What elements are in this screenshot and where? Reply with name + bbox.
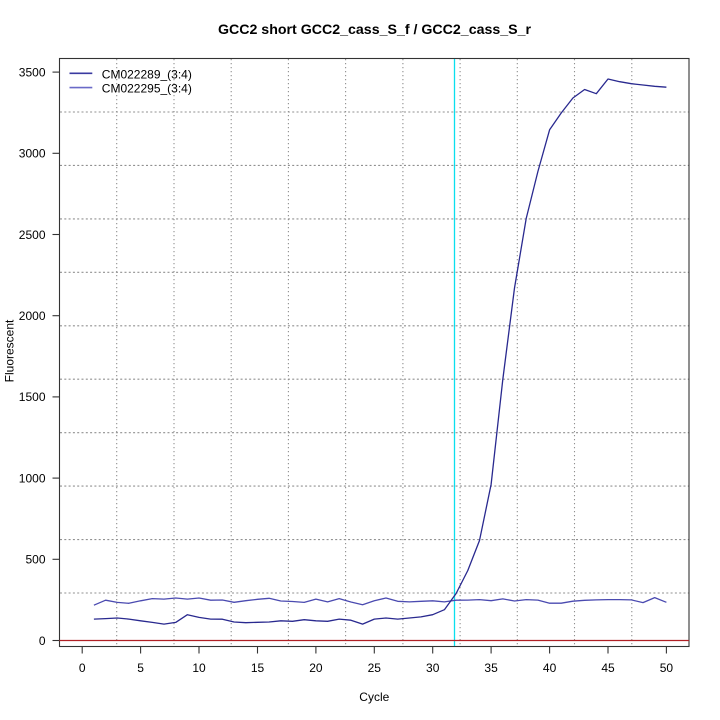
svg-text:0: 0 bbox=[79, 661, 86, 675]
svg-text:40: 40 bbox=[543, 661, 557, 675]
svg-text:35: 35 bbox=[484, 661, 498, 675]
svg-text:50: 50 bbox=[660, 661, 674, 675]
svg-text:Cycle: Cycle bbox=[359, 690, 389, 704]
svg-text:500: 500 bbox=[25, 553, 45, 567]
svg-text:45: 45 bbox=[601, 661, 615, 675]
svg-text:3000: 3000 bbox=[19, 147, 46, 161]
svg-text:25: 25 bbox=[368, 661, 382, 675]
svg-text:1000: 1000 bbox=[19, 471, 46, 485]
svg-text:30: 30 bbox=[426, 661, 440, 675]
svg-text:15: 15 bbox=[251, 661, 265, 675]
svg-text:3500: 3500 bbox=[19, 65, 46, 79]
svg-text:20: 20 bbox=[309, 661, 323, 675]
svg-text:5: 5 bbox=[137, 661, 144, 675]
svg-text:CM022295_(3:4): CM022295_(3:4) bbox=[102, 82, 192, 96]
svg-text:GCC2 short GCC2_cass_S_f / GCC: GCC2 short GCC2_cass_S_f / GCC2_cass_S_r bbox=[218, 22, 532, 38]
svg-text:1500: 1500 bbox=[19, 390, 46, 404]
svg-text:2000: 2000 bbox=[19, 309, 46, 323]
svg-text:Fluorescent: Fluorescent bbox=[3, 319, 17, 382]
svg-text:2500: 2500 bbox=[19, 228, 46, 242]
svg-text:0: 0 bbox=[39, 634, 46, 648]
svg-text:CM022289_(3:4): CM022289_(3:4) bbox=[102, 67, 192, 81]
svg-text:10: 10 bbox=[192, 661, 206, 675]
